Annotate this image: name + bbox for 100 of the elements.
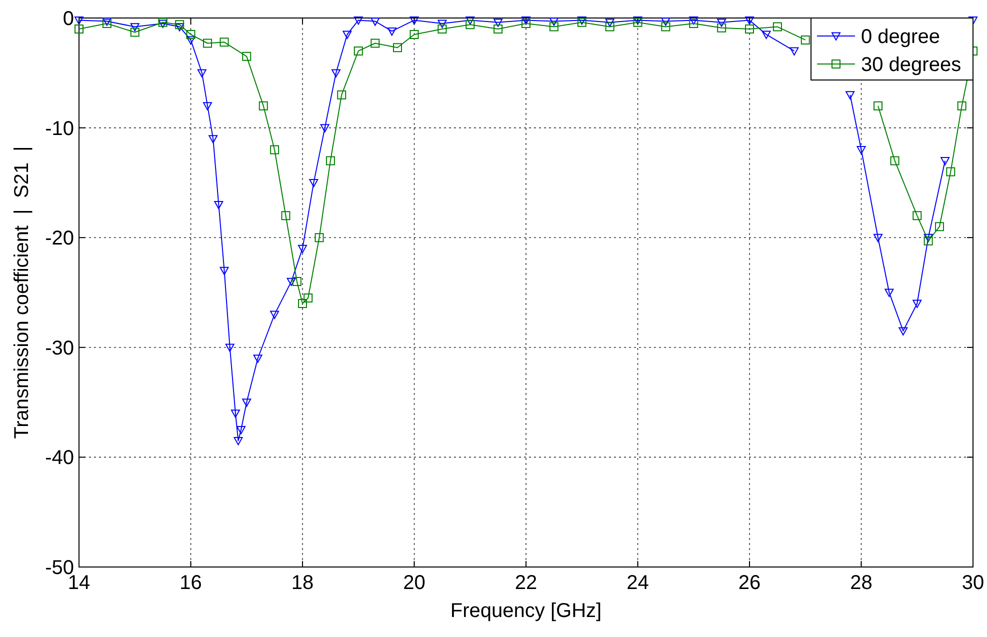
point: [320, 124, 330, 132]
point: [203, 102, 212, 110]
point: [522, 18, 530, 28]
point: [438, 20, 447, 28]
point: [298, 298, 307, 308]
point: [898, 327, 908, 336]
point: [225, 344, 234, 352]
point: [387, 27, 396, 36]
point: [689, 18, 698, 28]
point: [370, 18, 380, 26]
point: [494, 18, 503, 27]
point: [661, 18, 670, 26]
point: [912, 211, 922, 220]
x-tick-label: 20: [403, 572, 426, 594]
point: [242, 52, 252, 61]
point: [292, 277, 302, 286]
point: [549, 18, 558, 26]
legend-label: 0 degree: [861, 26, 940, 48]
point: [74, 16, 84, 25]
point: [286, 278, 296, 286]
point: [332, 69, 341, 78]
point: [314, 233, 324, 242]
point: [258, 101, 268, 110]
y-axis-title: Transmission coefficient | S21 |: [11, 146, 33, 439]
y-tick-label: -10: [45, 118, 74, 140]
point: [281, 211, 290, 220]
point: [762, 30, 771, 39]
point: [522, 16, 530, 25]
point: [940, 157, 950, 166]
point: [220, 38, 229, 47]
point: [220, 266, 229, 276]
x-tick-label: 30: [962, 572, 984, 594]
point: [924, 236, 933, 246]
point: [234, 437, 243, 446]
point: [342, 30, 352, 39]
point: [410, 16, 419, 25]
point: [717, 18, 726, 27]
point: [745, 16, 754, 25]
point: [242, 398, 252, 407]
point: [800, 35, 810, 44]
point: [605, 22, 614, 32]
point: [197, 69, 206, 78]
point: [605, 18, 614, 27]
point: [790, 47, 799, 56]
point: [230, 410, 240, 418]
point: [890, 156, 900, 166]
point: [946, 167, 956, 176]
point: [874, 101, 883, 110]
point: [856, 146, 866, 154]
point: [549, 22, 558, 32]
point: [326, 156, 335, 166]
point: [772, 22, 782, 32]
point: [410, 30, 419, 39]
y-tick-label: -40: [45, 447, 74, 470]
point: [186, 36, 196, 44]
point: [846, 91, 855, 100]
point: [957, 101, 966, 110]
point: [924, 234, 933, 242]
point: [214, 200, 224, 210]
legend-label: 30 degrees: [861, 54, 962, 76]
point: [392, 43, 402, 52]
point: [354, 46, 363, 56]
point: [438, 24, 447, 34]
point: [661, 22, 670, 32]
point: [370, 38, 380, 48]
point: [494, 24, 503, 34]
point: [270, 145, 280, 154]
x-tick-label: 24: [626, 572, 649, 594]
point: [337, 90, 346, 100]
point: [253, 354, 262, 363]
point: [874, 234, 883, 242]
x-tick-label: 26: [738, 572, 761, 594]
point: [934, 222, 944, 232]
point: [130, 28, 140, 37]
point: [309, 179, 318, 188]
point: [717, 23, 726, 32]
x-tick-label: 28: [850, 572, 872, 594]
point: [466, 20, 475, 30]
point: [884, 288, 894, 297]
point: [745, 24, 754, 34]
y-tick-label: -30: [45, 337, 74, 360]
point: [298, 244, 307, 254]
point: [175, 23, 184, 32]
x-tick-label: 22: [514, 572, 538, 594]
x-axis-title: Frequency [GHz]: [450, 600, 602, 622]
x-tick-label: 16: [180, 572, 202, 594]
y-tick-label: 0: [62, 8, 74, 30]
point: [354, 16, 363, 25]
point: [304, 293, 313, 302]
point: [208, 135, 218, 144]
point: [203, 38, 212, 48]
point: [912, 300, 922, 308]
point: [689, 16, 698, 25]
point: [186, 30, 196, 39]
x-tick-label: 18: [291, 572, 314, 594]
point: [466, 16, 475, 25]
point: [74, 24, 84, 34]
point: [236, 426, 246, 434]
point: [130, 23, 140, 32]
y-tick-label: -20: [45, 228, 74, 250]
